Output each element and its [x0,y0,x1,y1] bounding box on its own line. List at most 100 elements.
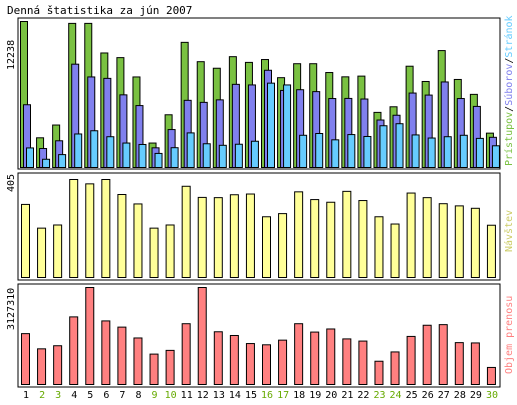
day-label-19: 19 [309,390,321,401]
day-label-26: 26 [422,390,434,401]
day-label-6: 6 [103,390,109,401]
day-label-20: 20 [325,390,337,401]
day-label-7: 7 [119,390,125,401]
visits-max-label: 405 [6,174,17,192]
visits-legend: Návštev [503,210,515,252]
day-labels: 1 2 3 4 5 6 7 8 9 10 11 12 13 14 15 16 17 18 19 20 21 22 23 24 2… [23,390,498,401]
kbytes-bar-day-9 [149,353,159,386]
visits-bar-day-17 [278,213,288,278]
visits-bars [21,179,496,279]
visits-bar-day-25 [406,192,416,278]
visits-bar-day-24 [390,223,400,278]
visits-bar-day-26 [422,197,432,278]
kbytes-bar-day-2 [37,348,47,385]
pages-bar-day-28 [459,134,468,168]
pages-bar-day-29 [475,137,484,169]
pages-bar-day-26 [427,137,436,168]
hits-files-pages-bars [20,21,500,169]
kbytes-bar-day-11 [181,323,191,386]
pages-bar-day-11 [186,132,195,169]
pages-bar-day-16 [267,82,275,168]
day-label-25: 25 [406,390,418,401]
visits-bar-day-16 [262,216,271,278]
day-label-27: 27 [438,390,450,401]
day-label-4: 4 [71,390,77,401]
visits-bar-day-20 [326,201,336,278]
visits-bar-day-15 [245,193,255,279]
hits-files-pages-legend: Prístupov/Súborov/Stránok [503,15,515,166]
kbytes-legend: Objem prenosu [504,296,515,374]
kbytes-bar-day-20 [326,328,336,385]
pages-bar-day-3 [58,154,67,168]
kbytes-bar-day-7 [117,326,127,385]
visits-bar-day-8 [133,203,143,278]
pages-bar-day-30 [491,145,500,169]
pages-bar-day-23 [379,125,388,168]
kbytes-bar-day-8 [133,337,143,386]
day-label-2: 2 [39,390,45,401]
kbytes-bar-day-21 [342,338,352,386]
visits-bar-day-12 [197,196,207,278]
pages-bar-day-6 [106,136,115,168]
visits-bar-day-21 [342,190,352,279]
pages-bar-day-19 [315,132,324,168]
pages-bar-day-15 [250,140,259,168]
day-label-22: 22 [357,390,369,401]
pages-bar-day-9 [154,152,163,168]
visits-panel [17,172,501,281]
kbytes-bar-day-25 [406,335,416,385]
pages-bar-day-25 [411,134,420,168]
day-label-30: 30 [486,390,498,401]
day-label-3: 3 [55,390,61,401]
day-label-23: 23 [373,390,385,401]
day-label-8: 8 [135,390,141,401]
day-label-9: 9 [152,390,158,401]
visits-bar-day-2 [37,227,47,279]
pages-bar-day-14 [234,143,243,168]
pages-bar-day-12 [202,143,211,168]
visits-bar-day-19 [310,199,320,278]
kbytes-bar-day-18 [294,323,304,386]
legend-part-0: Prístupov [503,112,515,166]
pages-bar-day-21 [347,134,356,168]
day-label-1: 1 [23,390,29,401]
legend-part-3: / [504,58,515,64]
pages-bar-day-27 [443,136,452,168]
day-label-10: 10 [165,390,177,401]
kbytes-bar-day-30 [486,366,496,386]
pages-bar-day-2 [42,158,51,169]
visits-bar-day-18 [294,191,304,278]
day-label-5: 5 [87,390,93,401]
visits-bar-day-30 [486,224,496,279]
kbytes-bar-day-6 [101,320,111,386]
kbytes-bars [21,287,496,386]
pages-bar-day-7 [122,142,131,169]
legend-part-4: Stránok [503,15,515,57]
legend-part-2: Súborov [503,64,515,106]
kbytes-bar-day-17 [278,339,288,386]
kbytes-bar-day-5 [85,287,95,385]
day-label-24: 24 [390,390,402,401]
chart-title: Denná štatistika za jún 2007 [7,4,192,17]
pages-bar-day-5 [90,130,99,168]
visits-bar-day-7 [117,194,127,278]
visits-bar-day-13 [213,197,223,278]
pages-bar-day-17 [283,84,292,168]
visits-bar-day-27 [438,203,448,278]
kbytes-bar-day-3 [53,345,63,386]
kbytes-bar-day-23 [374,360,384,385]
pages-bar-day-13 [218,144,227,169]
pages-bar-day-10 [170,147,179,168]
kbytes-bar-day-16 [262,344,271,386]
pages-bar-day-20 [331,139,340,169]
kbytes-bar-day-1 [21,333,30,385]
kbytes-bar-day-24 [390,351,400,385]
kbytes-bar-day-28 [454,342,464,385]
day-label-17: 17 [277,390,289,401]
kbytes-panel [17,283,501,388]
visits-bar-day-5 [85,183,95,279]
hits-max-label: 12238 [6,40,17,70]
kbytes-bar-day-4 [69,316,79,385]
visits-bar-day-3 [53,224,63,279]
